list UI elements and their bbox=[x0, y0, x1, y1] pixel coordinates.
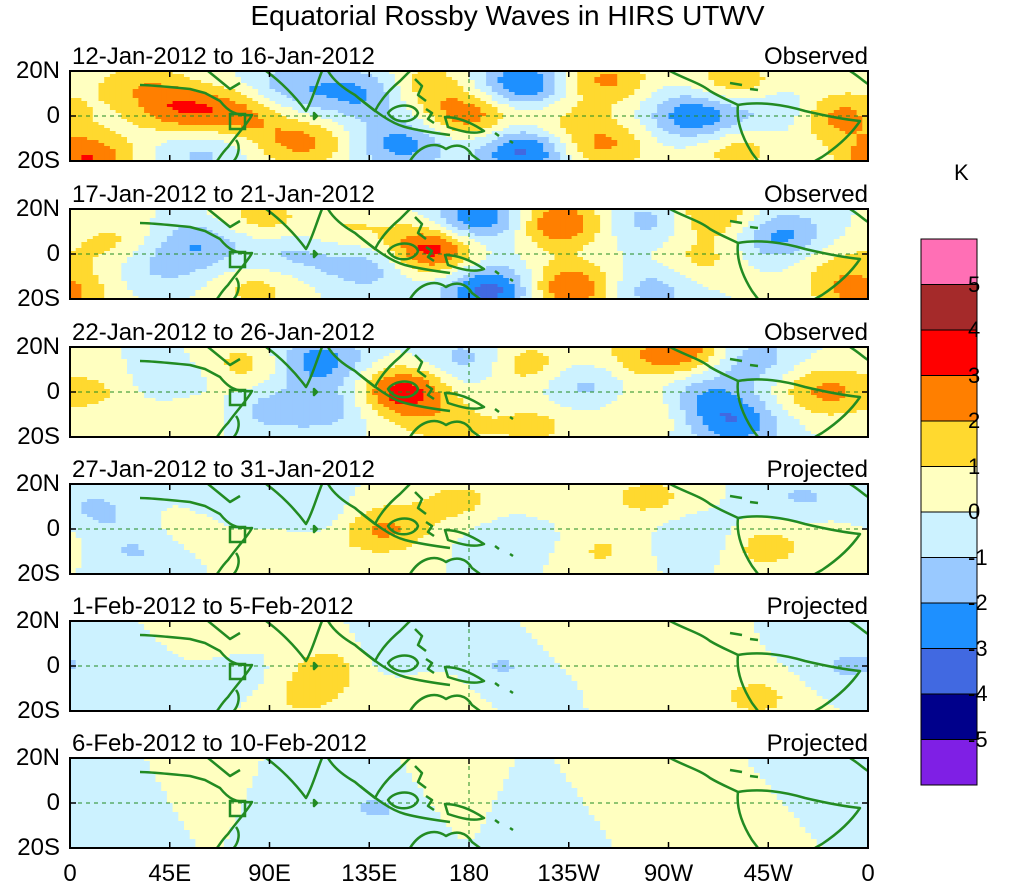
region-box bbox=[228, 250, 247, 269]
panel-status: Projected bbox=[767, 595, 868, 619]
panel-date-range: 17-Jan-2012 to 21-Jan-2012 bbox=[72, 183, 375, 207]
colorbar-level-label: 1 bbox=[968, 455, 980, 478]
y-tick-label: 0 bbox=[0, 380, 60, 404]
y-tick-label: 20N bbox=[0, 197, 60, 221]
y-tick-label: 20N bbox=[0, 59, 60, 83]
panel-date-range: 27-Jan-2012 to 31-Jan-2012 bbox=[72, 458, 375, 482]
colorbar-unit: K bbox=[954, 160, 969, 186]
panel-status: Projected bbox=[767, 458, 868, 482]
region-box bbox=[228, 525, 247, 544]
panel-date-range: 6-Feb-2012 to 10-Feb-2012 bbox=[72, 732, 367, 756]
anomaly-field bbox=[70, 71, 868, 161]
x-tick-label: 135W bbox=[529, 862, 609, 886]
colorbar-swatch bbox=[920, 329, 978, 376]
panel-status: Observed bbox=[764, 183, 868, 207]
y-tick-label: 0 bbox=[0, 517, 60, 541]
colorbar-level-label: -5 bbox=[968, 728, 988, 751]
panel-2 bbox=[69, 208, 869, 300]
anomaly-field bbox=[70, 484, 868, 574]
panel-date-range: 22-Jan-2012 to 26-Jan-2012 bbox=[72, 321, 375, 345]
y-tick-label: 20N bbox=[0, 335, 60, 359]
y-tick-label: 20N bbox=[0, 746, 60, 770]
colorbar-swatch bbox=[920, 739, 978, 786]
y-tick-label: 20S bbox=[0, 425, 60, 449]
colorbar-level-label: 2 bbox=[968, 410, 980, 432]
colorbar-level-label: -2 bbox=[968, 592, 988, 614]
panel-4 bbox=[69, 483, 869, 575]
colorbar-swatch bbox=[920, 420, 978, 467]
x-tick-label: 90W bbox=[629, 862, 709, 886]
region-box bbox=[228, 662, 247, 681]
y-tick-label: 0 bbox=[0, 791, 60, 815]
y-tick-label: 20N bbox=[0, 609, 60, 633]
chart-title: Equatorial Rossby Waves in HIRS UTWV bbox=[0, 0, 1015, 32]
y-tick-label: 20S bbox=[0, 149, 60, 173]
region-box bbox=[228, 112, 247, 131]
x-tick-label: 0 bbox=[30, 862, 110, 886]
panel-1 bbox=[69, 70, 869, 162]
colorbar-swatch bbox=[920, 466, 978, 513]
y-tick-label: 0 bbox=[0, 242, 60, 266]
region-box bbox=[228, 799, 247, 818]
panel-status: Observed bbox=[764, 321, 868, 345]
anomaly-field bbox=[70, 209, 868, 299]
x-tick-label: 135E bbox=[329, 862, 409, 886]
colorbar-swatch bbox=[920, 602, 978, 649]
anomaly-field bbox=[70, 758, 868, 848]
anomaly-field bbox=[70, 621, 868, 711]
colorbar bbox=[920, 238, 978, 786]
colorbar-swatch bbox=[920, 693, 978, 740]
x-tick-label: 90E bbox=[230, 862, 310, 886]
panel-5 bbox=[69, 620, 869, 712]
y-tick-label: 20N bbox=[0, 472, 60, 496]
y-tick-label: 20S bbox=[0, 836, 60, 860]
colorbar-level-label: 3 bbox=[968, 364, 980, 387]
y-tick-label: 20S bbox=[0, 562, 60, 586]
colorbar-level-label: 4 bbox=[968, 319, 980, 341]
colorbar-swatch bbox=[920, 238, 978, 285]
colorbar-level-label: -3 bbox=[968, 637, 988, 660]
x-tick-label: 45W bbox=[728, 862, 808, 886]
y-tick-label: 20S bbox=[0, 287, 60, 311]
panel-status: Observed bbox=[764, 45, 868, 69]
panel-date-range: 1-Feb-2012 to 5-Feb-2012 bbox=[72, 595, 354, 619]
colorbar-level-label: -1 bbox=[968, 546, 988, 569]
x-tick-label: 0 bbox=[828, 862, 908, 886]
region-box bbox=[228, 388, 247, 407]
panel-date-range: 12-Jan-2012 to 16-Jan-2012 bbox=[72, 45, 375, 69]
colorbar-level-label: 5 bbox=[968, 273, 980, 296]
x-tick-label: 180 bbox=[429, 862, 509, 886]
y-tick-label: 0 bbox=[0, 104, 60, 128]
x-tick-label: 45E bbox=[130, 862, 210, 886]
colorbar-level-label: -4 bbox=[968, 683, 988, 705]
panel-status: Projected bbox=[767, 732, 868, 756]
y-tick-label: 0 bbox=[0, 654, 60, 678]
colorbar-level-label: 0 bbox=[968, 501, 980, 523]
y-tick-label: 20S bbox=[0, 699, 60, 723]
panel-6 bbox=[69, 757, 869, 849]
anomaly-field bbox=[70, 347, 868, 437]
panel-3 bbox=[69, 346, 869, 438]
